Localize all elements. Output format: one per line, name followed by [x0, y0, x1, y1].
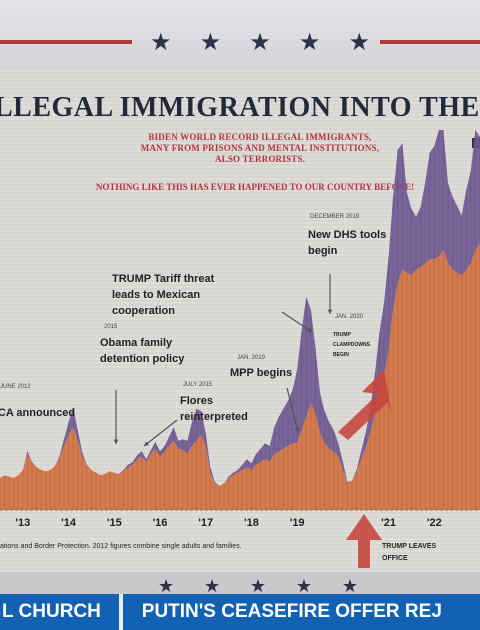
red-rule-left	[0, 40, 132, 44]
source-note: ations and Border Protection. 2012 figur…	[0, 543, 242, 550]
ticker-item-right: PUTIN'S CEASEFIRE OFFER REJ	[141, 601, 442, 622]
ticker-separator	[119, 594, 124, 630]
chart-headline: LLEGAL IMMIGRATION INTO THE	[0, 92, 480, 123]
event-label: DACA announced	[0, 407, 75, 419]
event-label: Obama family	[100, 337, 173, 349]
axis-layer: '13 '14 '15 '16 '17 '18 '19 '21 '22 ations and Bo…	[0, 509, 480, 550]
event-arrow	[281, 311, 313, 333]
subhead-line-1: BIDEN WORLD RECORD ILLEGAL IMMIGRANTS,	[148, 132, 372, 142]
star-icon: ★	[249, 576, 267, 597]
immigration-area-chart: JUNE 2012 DACA announced 2015 Obama family d…	[0, 130, 480, 568]
event-date: JULY 2015	[183, 382, 213, 388]
event-date: JAN. 2020	[335, 314, 364, 320]
star-icon: ★	[150, 28, 172, 56]
event-label: TRUMP Tariff threat	[112, 273, 215, 285]
x-tick-label: '16	[153, 517, 168, 529]
plot-layer	[0, 130, 480, 511]
event-label: cooperation	[112, 305, 175, 317]
news-ticker: L CHURCH PUTIN'S CEASEFIRE OFFER REJ	[0, 594, 480, 630]
event-arrow	[143, 419, 178, 447]
red-arrow-clampdown	[338, 370, 392, 440]
star-icon: ★	[295, 576, 312, 597]
area-series-lower	[0, 243, 480, 511]
event-date: JAN. 2019	[237, 355, 266, 361]
x-tick-label: '22	[427, 517, 442, 529]
event-arrowhead	[144, 441, 149, 446]
event-label: MPP begins	[230, 367, 292, 379]
event-label: leads to Mexican	[112, 289, 200, 301]
bottom-frame	[0, 572, 480, 594]
star-row-bottom: ★ ★ ★ ★ ★	[158, 576, 358, 597]
x-tick-label: '18	[244, 517, 259, 529]
ticker-item-left: L CHURCH	[2, 601, 101, 622]
event-date: 2015	[104, 324, 118, 330]
x-tick-label: '15	[107, 517, 122, 529]
event-label: begin	[308, 245, 338, 257]
annotation-layer: JUNE 2012 DACA announced 2015 Obama family d…	[0, 214, 437, 568]
x-tick-label: '19	[290, 517, 305, 529]
event-arrowhead	[294, 427, 300, 432]
star-icon: ★	[341, 576, 358, 597]
x-tick-label: '13	[15, 517, 30, 529]
top-frame: ★ ★ ★ ★ ★	[0, 0, 480, 70]
red-arrow-leaves-office	[346, 514, 382, 568]
event-label: detention policy	[100, 353, 185, 365]
star-icon: ★	[199, 28, 222, 56]
event-label: reinterpreted	[180, 411, 248, 423]
event-arrowhead	[327, 309, 333, 314]
subhead-line-3: ALSO TERRORISTS.	[214, 154, 306, 164]
subhead-emphasis: NOTHING LIKE THIS HAS EVER HAPPENED TO O…	[95, 182, 415, 192]
event-label: BEGIN	[333, 352, 349, 358]
star-icon: ★	[249, 28, 271, 56]
x-tick-label: '14	[61, 517, 77, 529]
x-tick-label: '17	[198, 517, 213, 529]
event-label: New DHS tools	[308, 229, 386, 241]
event-arrowhead	[307, 327, 312, 332]
event-arrowhead	[113, 439, 119, 444]
x-tick-label: '21	[381, 517, 396, 529]
event-date: DECEMBER 2019	[310, 214, 360, 220]
star-icon: ★	[348, 28, 370, 56]
event-arrow	[286, 387, 299, 433]
area-series-upper	[0, 130, 480, 486]
event-date: JUNE 2012	[0, 384, 31, 390]
event-label: Flores	[180, 395, 213, 407]
star-row-top: ★ ★ ★ ★ ★	[150, 28, 370, 56]
event-label: CLAMPDOWNS	[333, 342, 371, 348]
red-rule-right	[380, 40, 480, 44]
star-icon: ★	[158, 576, 175, 597]
star-icon: ★	[203, 576, 221, 597]
event-label: OFFICE	[382, 555, 408, 562]
event-label: TRUMP LEAVES	[382, 543, 437, 550]
event-label: TRUMP	[333, 332, 351, 338]
subhead-line-2: MANY FROM PRISONS AND MENTAL INSTITUTION…	[140, 143, 380, 153]
star-icon: ★	[298, 28, 321, 56]
